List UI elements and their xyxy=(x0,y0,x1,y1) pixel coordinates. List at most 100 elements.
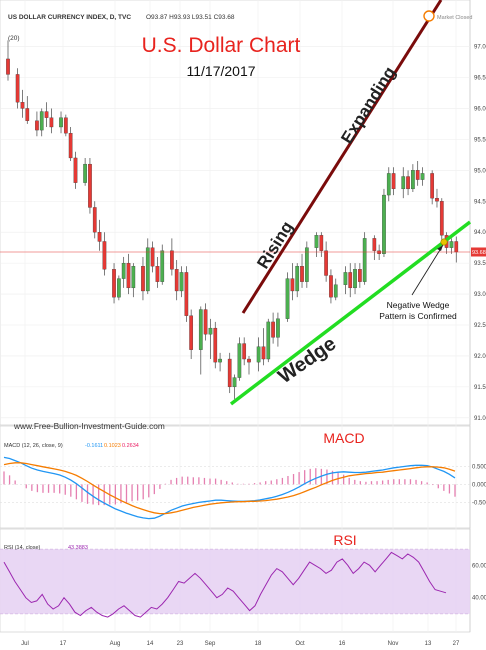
candle-body xyxy=(333,284,338,298)
x-tick-label: Oct xyxy=(295,641,305,647)
candle-body xyxy=(179,272,184,292)
candle-body xyxy=(160,250,165,282)
x-tick-label: 14 xyxy=(147,641,154,647)
candle-body xyxy=(174,269,179,292)
macd-line xyxy=(3,456,456,520)
candle-body xyxy=(314,235,319,248)
candle-body xyxy=(256,346,261,363)
price-tick-label: 91.00 xyxy=(474,416,486,422)
candle-body xyxy=(411,170,415,190)
candle-body xyxy=(63,117,68,134)
market-closed-icon[interactable] xyxy=(423,10,435,22)
macd-header-v3: 0.2634 xyxy=(122,443,139,449)
rsi-header-v1: 43.3883 xyxy=(68,545,88,551)
candle-body xyxy=(353,269,357,289)
candle-body xyxy=(362,238,367,282)
candle-body xyxy=(329,275,333,298)
candle-body xyxy=(435,198,439,202)
x-tick-label: 27 xyxy=(453,641,460,647)
confirm-marker xyxy=(440,238,448,246)
candle-body xyxy=(420,173,425,180)
macd-header-v2: 0.1023 xyxy=(104,443,121,449)
chart-date: 11/17/2017 xyxy=(186,63,255,79)
price-tick-label: 97.00 xyxy=(474,45,486,51)
candle-body xyxy=(155,266,160,282)
macd-header-v1: -0.1611 xyxy=(85,443,103,449)
price-tick-label: 93.50 xyxy=(474,261,486,267)
candle-body xyxy=(203,309,208,335)
candle-body xyxy=(35,120,39,131)
candle-body xyxy=(145,247,150,292)
price-tick-label: 95.00 xyxy=(474,168,486,174)
rsi-tick-label: 60.0000 xyxy=(472,563,486,569)
candle-body xyxy=(261,346,266,360)
candle-body xyxy=(208,327,213,335)
candle-body xyxy=(406,176,410,190)
macd-annotation: MACD xyxy=(323,430,364,446)
price-tick-label: 95.50 xyxy=(474,137,486,143)
indicator-params: (20) xyxy=(8,35,20,42)
candle-body xyxy=(237,343,242,378)
price-tick-label: 96.50 xyxy=(474,76,486,82)
candle-body xyxy=(6,58,10,75)
candle-body xyxy=(415,170,420,180)
candle-body xyxy=(386,173,391,196)
price-tick-label: 94.50 xyxy=(474,199,486,205)
candle-body xyxy=(218,358,222,363)
candle-body xyxy=(121,262,126,279)
candle-body xyxy=(73,157,78,183)
candle-body xyxy=(343,272,348,285)
wedge-trendline xyxy=(229,220,472,406)
candle-body xyxy=(372,238,377,251)
candle-body xyxy=(126,262,131,289)
candle-body xyxy=(88,163,92,208)
candle-body xyxy=(25,108,30,121)
price-tick-label: 93.00 xyxy=(474,292,486,298)
rsi-annotation: RSI xyxy=(333,532,356,548)
candle-body xyxy=(170,250,174,270)
candle-body xyxy=(295,266,300,292)
x-tick-label: 18 xyxy=(255,641,262,647)
candle-body xyxy=(271,321,275,338)
x-tick-label: Aug xyxy=(110,641,121,647)
candle-body xyxy=(92,207,97,233)
candle-body xyxy=(430,173,435,199)
note-arrow xyxy=(411,244,444,296)
x-tick-label: 13 xyxy=(425,641,432,647)
candle-body xyxy=(15,74,20,103)
price-tick-label: 94.00 xyxy=(474,230,486,236)
candle-body xyxy=(319,235,324,251)
chart-title: U.S. Dollar Chart xyxy=(142,34,301,57)
candle-body xyxy=(97,232,102,242)
rising-expanding-trendline xyxy=(241,0,443,314)
candle-body xyxy=(198,309,203,350)
rsi-band xyxy=(0,549,470,614)
candle-body xyxy=(382,194,386,254)
market-status: Market Closed xyxy=(437,15,472,21)
candle-body xyxy=(102,241,107,270)
candle-body xyxy=(184,272,189,316)
candle-body xyxy=(68,133,73,159)
candle-body xyxy=(44,111,49,118)
x-tick-label: Sep xyxy=(205,641,216,647)
candle-body xyxy=(247,358,251,363)
x-tick-label: 17 xyxy=(60,641,67,647)
candle-body xyxy=(59,117,63,128)
price-tick-label: 96.00 xyxy=(474,106,486,112)
note-line-1: Negative Wedge xyxy=(387,300,450,310)
signal-line xyxy=(3,462,456,515)
website-label: www.Free-Bullion-Investment-Guide.com xyxy=(13,421,165,431)
price-tick-label: 92.00 xyxy=(474,354,486,360)
symbol-line: US DOLLAR CURRENCY INDEX, D, TVC xyxy=(8,14,131,21)
candle-body xyxy=(454,241,459,253)
candle-body xyxy=(276,318,280,338)
candle-body xyxy=(401,176,406,190)
candle-body xyxy=(300,266,304,282)
ohlc-values: O93.87 H93.93 L93.51 C93.68 xyxy=(146,14,235,21)
candle-body xyxy=(39,111,44,131)
candle-body xyxy=(49,117,54,128)
candle-body xyxy=(213,327,218,363)
candle-body xyxy=(83,163,87,183)
